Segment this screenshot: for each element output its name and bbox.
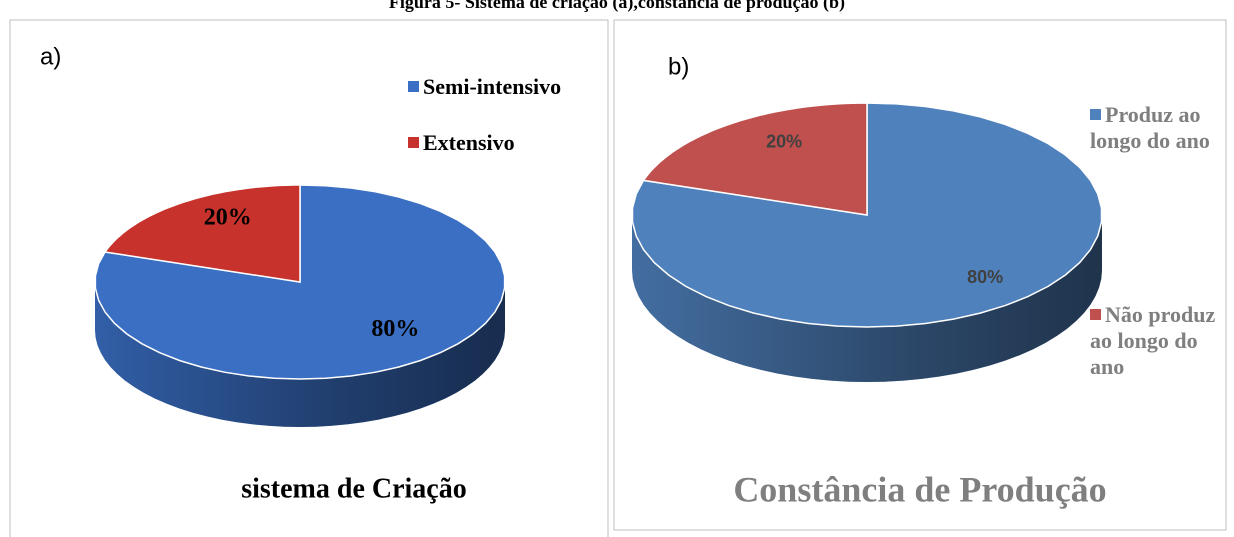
slice xyxy=(103,184,301,283)
legend-entry: Semi-intensivo xyxy=(408,74,608,100)
value-label: 20% xyxy=(766,131,802,151)
panel-a xyxy=(9,19,609,537)
legend-label: Semi-intensivo xyxy=(423,74,562,99)
legend-swatch xyxy=(1090,109,1101,120)
caption: Figura 5- Sistema de criação (a),constân… xyxy=(389,0,845,13)
panel-b xyxy=(613,19,1227,531)
legend-label: Não produz ao longo do ano xyxy=(1090,302,1216,379)
legend-swatch xyxy=(408,81,419,92)
legend-entry: Produz ao longo do ano xyxy=(1090,102,1230,154)
value-label: 80% xyxy=(371,316,419,342)
legend-label: Extensivo xyxy=(423,130,515,155)
slice xyxy=(642,102,868,216)
legend-entry: Extensivo xyxy=(408,130,608,156)
legend-entry: Não produz ao longo do ano xyxy=(1090,302,1230,380)
legend-label: Produz ao longo do ano xyxy=(1090,102,1210,153)
slice-side-shade xyxy=(632,215,1102,382)
chart-title: sistema de Criação xyxy=(241,473,467,504)
panel-label: b) xyxy=(668,53,689,80)
chart-title: Constância de Produção xyxy=(733,469,1106,509)
panel-label: a) xyxy=(40,43,61,70)
slice-side-shade xyxy=(95,282,505,427)
value-label: 20% xyxy=(204,205,252,231)
legend-swatch xyxy=(408,137,419,148)
pie: 80% 20% xyxy=(94,184,506,427)
legend-swatch xyxy=(1090,309,1101,320)
pie: 80% 20% xyxy=(631,102,1103,382)
value-label: 80% xyxy=(967,267,1003,287)
